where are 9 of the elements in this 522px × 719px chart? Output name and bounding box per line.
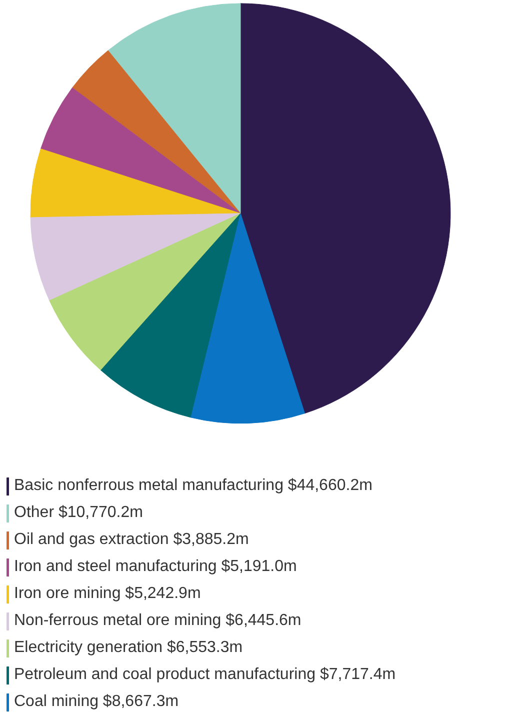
- legend-label: Coal mining $8,667.3m: [14, 693, 179, 711]
- legend-label: Iron ore mining $5,242.9m: [14, 585, 201, 603]
- legend-label: Basic nonferrous metal manufacturing $44,660.2m: [14, 477, 372, 495]
- legend-label: Non-ferrous metal ore mining $6,445.6m: [14, 612, 302, 630]
- legend-label: Iron and steel manufacturing $5,191.0m: [14, 558, 297, 576]
- legend-label: Other $10,770.2m: [14, 504, 143, 522]
- legend-label: Petroleum and coal product manufacturing $7,717.4m: [14, 666, 396, 684]
- legend-label: Oil and gas extraction $3,885.2m: [14, 531, 249, 549]
- legend-label: Electricity generation $6,553.3m: [14, 639, 243, 657]
